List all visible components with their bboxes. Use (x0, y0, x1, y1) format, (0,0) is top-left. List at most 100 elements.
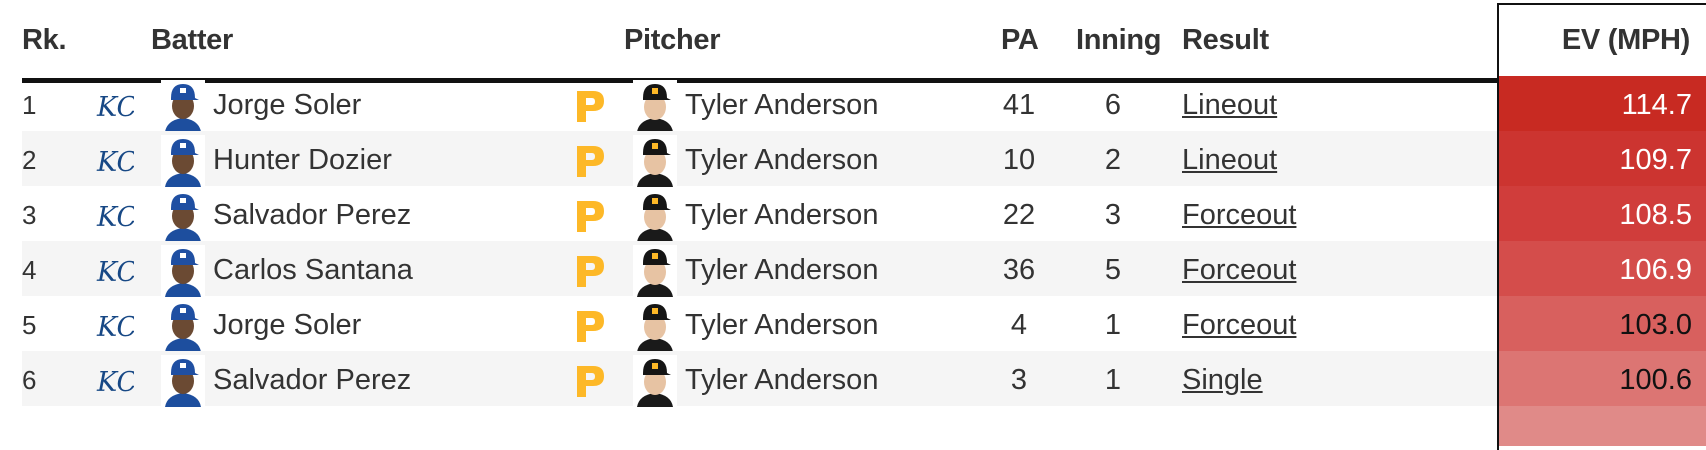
result-text[interactable]: Single (1182, 364, 1263, 396)
ev-value-cell: 108.5 (1499, 186, 1706, 241)
result-text[interactable]: Lineout (1182, 89, 1278, 121)
svg-text:P: P (571, 251, 572, 252)
kc-royals-logo-icon: KC (96, 312, 134, 343)
header-pa[interactable]: PA (1001, 24, 1039, 56)
result-text[interactable]: Forceout (1182, 309, 1297, 341)
pitcher-headshot-icon (633, 300, 677, 352)
pittsburgh-pirates-logo-icon: P (571, 251, 604, 287)
pitcher-name[interactable]: Tyler Anderson (685, 364, 879, 396)
batter-name[interactable]: Salvador Perez (213, 364, 412, 396)
header-rank[interactable]: Rk. (22, 24, 67, 56)
kc-royals-logo-icon: KC (96, 147, 134, 178)
exit-velocity-table: Rk. Batter Pitcher PA Inning Result EV (… (22, 0, 1706, 450)
rank-cell: 6 (22, 365, 37, 395)
pitcher-name[interactable]: Tyler Anderson (685, 89, 879, 121)
pirates-logo-shape (577, 91, 604, 122)
svg-text:P: P (571, 306, 572, 307)
pa-cell: 10 (1002, 144, 1036, 176)
svg-text:P: P (571, 361, 572, 362)
pirates-logo-shape (577, 366, 604, 397)
ev-value-cell-partial (1499, 406, 1706, 446)
table-row[interactable]: 5 KC Jorge Soler P Tyler Anderson 4 1 F (22, 296, 1706, 352)
ev-value-cell: 114.7 (1499, 76, 1706, 131)
pa-cell: 41 (1002, 89, 1036, 121)
pittsburgh-pirates-logo-icon: P (571, 196, 604, 232)
kc-logo-text: KC (96, 147, 134, 178)
batter-name[interactable]: Hunter Dozier (213, 144, 392, 176)
header-ev[interactable]: EV (MPH) (1561, 24, 1690, 56)
kc-logo-text: KC (96, 367, 134, 398)
pitcher-name[interactable]: Tyler Anderson (685, 309, 879, 341)
batter-headshot-icon (161, 300, 205, 352)
table-row[interactable]: 4 KC Carlos Santana P Tyler Anderson 36 … (22, 241, 1706, 297)
svg-text:P: P (571, 141, 572, 142)
pitcher-headshot-icon (633, 190, 677, 242)
result-link[interactable]: Forceout (1182, 296, 1296, 351)
rank-cell: 3 (22, 200, 37, 230)
batter-name[interactable]: Jorge Soler (213, 89, 362, 121)
kc-logo-text: KC (96, 92, 134, 123)
result-text[interactable]: Lineout (1182, 144, 1278, 176)
batter-name[interactable]: Salvador Perez (213, 199, 412, 231)
pittsburgh-pirates-logo-icon: P (571, 141, 604, 177)
pittsburgh-pirates-logo-icon: P (571, 306, 604, 342)
batter-headshot-icon (161, 80, 205, 132)
pitcher-headshot-icon (633, 355, 677, 407)
svg-text:P: P (571, 196, 572, 197)
row-background (22, 131, 1497, 186)
header-batter[interactable]: Batter (151, 24, 233, 56)
pitcher-name[interactable]: Tyler Anderson (685, 144, 879, 176)
result-link[interactable]: Lineout (1182, 131, 1277, 186)
svg-text:P: P (571, 86, 572, 87)
ev-value-cell: 100.6 (1499, 351, 1706, 406)
pittsburgh-pirates-logo-icon: P (571, 86, 604, 122)
result-link[interactable]: Forceout (1182, 241, 1296, 296)
batter-headshot-icon (161, 190, 205, 242)
result-link[interactable]: Single (1182, 351, 1263, 406)
batter-headshot-icon (161, 355, 205, 407)
pitcher-headshot-icon (633, 80, 677, 132)
kc-logo-text: KC (96, 312, 134, 343)
ev-value-cell: 109.7 (1499, 131, 1706, 186)
ev-column-highlight (1497, 3, 1706, 450)
inning-cell: 6 (1104, 89, 1122, 121)
pirates-logo-shape (577, 256, 604, 287)
kc-royals-logo-icon: KC (96, 257, 134, 288)
batter-name[interactable]: Carlos Santana (213, 254, 413, 286)
header-pitcher[interactable]: Pitcher (624, 24, 721, 56)
pitcher-headshot-icon (633, 135, 677, 187)
table-header: Rk. Batter Pitcher PA Inning Result EV (… (22, 0, 1706, 83)
result-text[interactable]: Forceout (1182, 199, 1297, 231)
table-row[interactable]: 2 KC Hunter Dozier P Tyler Anderson 10 2 (22, 131, 1706, 187)
inning-cell: 2 (1104, 144, 1122, 176)
rank-cell: 4 (22, 255, 37, 285)
kc-royals-logo-icon: KC (96, 92, 134, 123)
table-row[interactable]: 6 KC Salvador Perez P Tyler Anderson 3 1 (22, 351, 1706, 407)
header-inning[interactable]: Inning (1076, 24, 1162, 56)
batter-name[interactable]: Jorge Soler (213, 309, 362, 341)
kc-royals-logo-icon: KC (96, 202, 134, 233)
result-link[interactable]: Forceout (1182, 186, 1296, 241)
result-link[interactable]: Lineout (1182, 76, 1277, 131)
inning-cell: 1 (1104, 364, 1122, 396)
table-row[interactable]: 3 KC Salvador Perez P Tyler Anderson 22 … (22, 186, 1706, 242)
rank-cell: 2 (22, 145, 37, 175)
row-background (22, 241, 1497, 296)
ev-value-cell: 106.9 (1499, 241, 1706, 296)
pitcher-name[interactable]: Tyler Anderson (685, 254, 879, 286)
pirates-logo-shape (577, 201, 604, 232)
table-row[interactable]: 1 KC Jorge Soler P Tyler Anderson 41 6 (22, 76, 1706, 132)
pittsburgh-pirates-logo-icon: P (571, 361, 604, 397)
ev-value-cell: 103.0 (1499, 296, 1706, 351)
row-background (22, 351, 1497, 406)
rank-cell: 5 (22, 310, 37, 340)
pa-cell: 22 (1002, 199, 1036, 231)
inning-cell: 5 (1104, 254, 1122, 286)
batter-headshot-icon (161, 135, 205, 187)
result-text[interactable]: Forceout (1182, 254, 1297, 286)
header-result[interactable]: Result (1182, 24, 1269, 56)
pa-cell: 3 (1010, 364, 1028, 396)
kc-royals-logo-icon: KC (96, 367, 134, 398)
kc-logo-text: KC (96, 257, 134, 288)
pitcher-name[interactable]: Tyler Anderson (685, 199, 879, 231)
